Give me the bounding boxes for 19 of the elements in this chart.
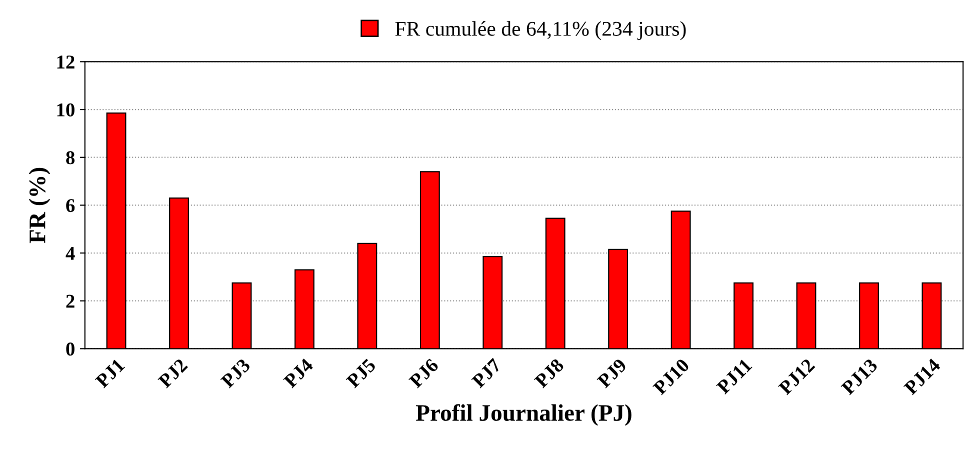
y-tick-label: 12 bbox=[57, 56, 74, 68]
y-tick-label: 2 bbox=[66, 294, 74, 308]
y-axis-title: FR (%) bbox=[28, 168, 50, 244]
y-tick-label: 8 bbox=[66, 151, 75, 164]
x-tick-label: PJ2 bbox=[158, 358, 188, 389]
x-tick-label: PJ4 bbox=[283, 358, 314, 389]
x-tick-label: PJ1 bbox=[94, 358, 126, 389]
y-tick-label: 10 bbox=[57, 103, 74, 116]
y-tick-label: 4 bbox=[66, 246, 75, 260]
legend-label: FR cumulée de 64,11% (234 jours) bbox=[395, 21, 686, 40]
x-tick-label: PJ7 bbox=[471, 358, 502, 389]
x-tick-label: PJ5 bbox=[346, 358, 376, 389]
x-tick-label: PJ6 bbox=[408, 358, 440, 389]
x-tick-label: PJ3 bbox=[220, 358, 251, 389]
x-tick-label: PJ9 bbox=[596, 358, 628, 389]
y-tick-label: 0 bbox=[66, 342, 74, 356]
x-axis-title: Profil Journalier (PJ) bbox=[416, 404, 632, 426]
y-tick-label: 6 bbox=[66, 199, 75, 212]
x-tick-label: PJ8 bbox=[534, 358, 565, 389]
